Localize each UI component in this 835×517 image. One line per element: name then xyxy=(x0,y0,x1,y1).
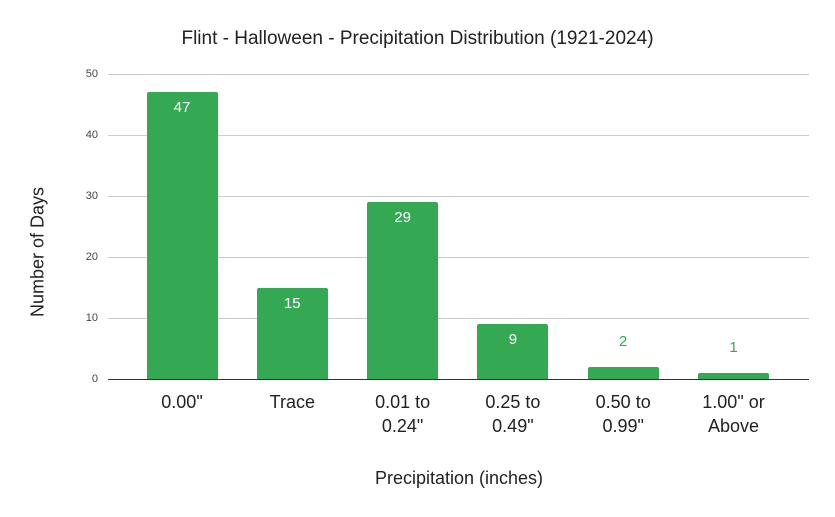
chart-title: Flint - Halloween - Precipitation Distri… xyxy=(181,28,654,49)
x-axis-line xyxy=(108,379,809,380)
data-label: 29 xyxy=(394,209,411,227)
y-axis-label: Number of Days xyxy=(27,186,48,318)
data-label: 2 xyxy=(619,332,628,350)
bar[interactable] xyxy=(477,324,549,379)
x-tick-label: 1.00" or Above xyxy=(702,392,765,436)
gridline xyxy=(108,318,809,319)
bar[interactable] xyxy=(256,287,328,379)
gridline xyxy=(108,135,809,136)
bar[interactable] xyxy=(367,202,439,379)
data-label: 9 xyxy=(508,331,518,349)
y-tick-label: 0 xyxy=(91,373,98,385)
x-tick-label: 0.01 to 0.24" xyxy=(375,392,431,436)
y-tick-label: 50 xyxy=(85,68,98,80)
bar[interactable] xyxy=(146,92,218,379)
data-label: 47 xyxy=(173,99,191,117)
y-tick-label: 20 xyxy=(85,251,98,263)
y-tick-label: 10 xyxy=(85,312,98,324)
gridline xyxy=(108,196,809,197)
plot-area: 0 10 20 30 40 50 47 15 29 9 2 1 xyxy=(86,68,809,385)
x-axis-label: Precipitation (inches) xyxy=(374,468,544,488)
data-label: 1 xyxy=(729,338,738,356)
y-tick-label: 30 xyxy=(85,190,98,202)
bar[interactable] xyxy=(698,372,769,379)
x-tick-label: 0.00" xyxy=(161,392,203,412)
x-tick-label: 0.50 to 0.99" xyxy=(595,392,651,436)
x-tick-label: Trace xyxy=(269,392,315,412)
data-label: 15 xyxy=(283,294,301,312)
gridline xyxy=(108,74,809,75)
bar[interactable] xyxy=(587,366,659,379)
gridline xyxy=(108,257,809,258)
x-tick-label: 0.25 to 0.49" xyxy=(485,392,541,436)
y-tick-label: 40 xyxy=(85,129,98,141)
